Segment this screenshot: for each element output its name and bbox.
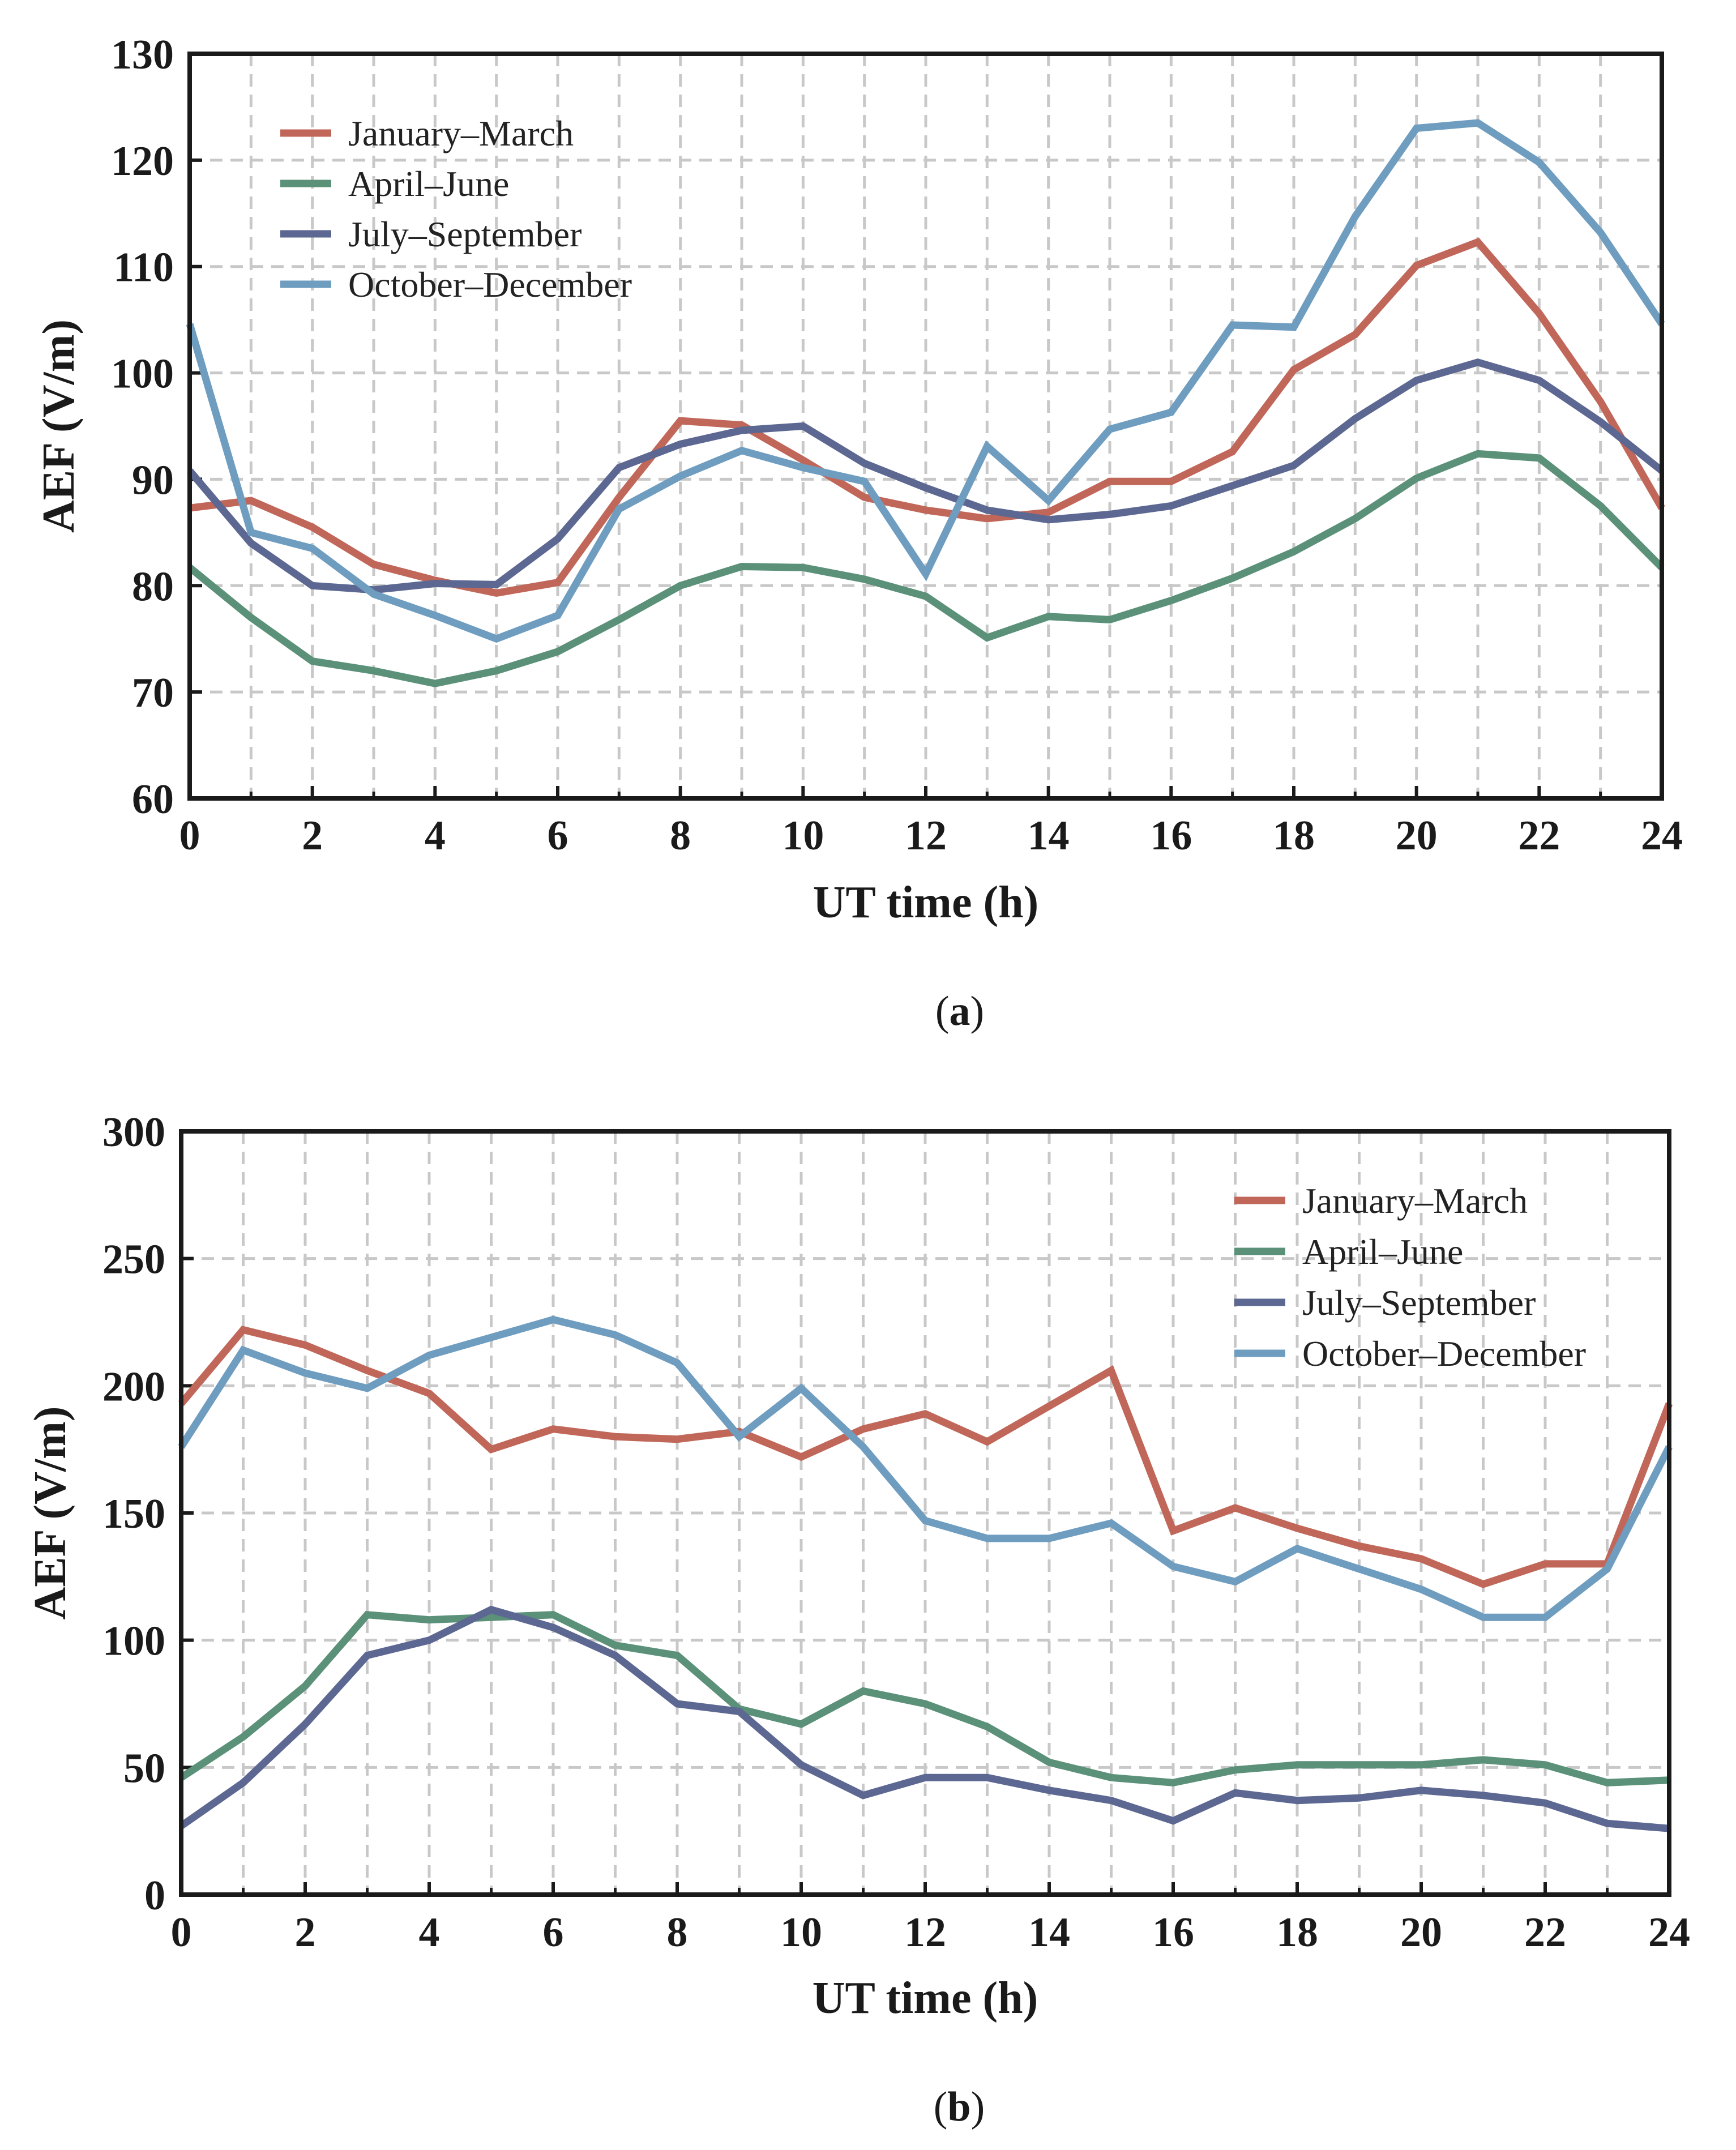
chart-a-caption-label: a	[950, 988, 970, 1035]
chart-b-xtick-label: 12	[904, 1909, 946, 1956]
chart-b-series-group	[178, 1315, 1673, 1832]
chart-b-ytick-label: 250	[102, 1237, 165, 1283]
chart-b-y-axis-title: AEF (V/m)	[25, 1407, 75, 1620]
chart-a-xtick-label: 22	[1518, 813, 1560, 859]
chart-a-axes-frame	[187, 52, 1664, 801]
chart-a-caption-close: )	[970, 988, 985, 1035]
chart-a-xtick-label: 2	[302, 813, 323, 859]
chart-b-xtick-label: 18	[1276, 1909, 1318, 1956]
chart-a-xtick-label: 16	[1150, 813, 1192, 859]
chart-a-series-line-3	[187, 358, 1665, 594]
chart-b-xtick-label: 4	[419, 1909, 440, 1956]
chart-b-xtick-label: 22	[1524, 1909, 1566, 1956]
chart-a-xtick-label: 10	[782, 813, 824, 859]
chart-b-xtick-label: 24	[1648, 1909, 1690, 1956]
chart-b-xtick-label: 2	[295, 1909, 316, 1956]
chart-b-xtick-label: 10	[780, 1909, 822, 1956]
chart-b-xtick-label: 0	[171, 1909, 192, 1956]
chart-a-xtick-label: 4	[425, 813, 446, 859]
chart-a-svg: 0 2 4 6 8 10 12 14 16 18 20 22 246070809010011012013…	[34, 32, 1683, 1035]
chart-b-xtick-label: 14	[1028, 1909, 1070, 1956]
chart-a-legend-label-2: April–June	[348, 164, 509, 204]
chart-a-ytick-label: 130	[111, 32, 174, 78]
chart-b-caption-close: )	[971, 2084, 985, 2130]
chart-a-xtick-label: 8	[670, 813, 691, 859]
chart-a-x-axis-title: UT time (h)	[813, 878, 1038, 927]
chart-b-caption: (b)	[934, 2084, 985, 2130]
chart-b-series-line-2	[179, 1610, 1670, 1786]
chart-a-series-line-2	[187, 450, 1665, 687]
chart-a-ytick-label: 70	[132, 670, 174, 716]
chart-b-ytick-label: 50	[123, 1745, 165, 1792]
chart-b-legend: January–March April–June July–September Oct…	[1234, 1181, 1586, 1374]
chart-a-legend-label-4: October–December	[348, 264, 632, 305]
chart-b-caption-label: b	[947, 2084, 970, 2130]
chart-b-ytick-label: 0	[144, 1873, 165, 1919]
chart-b-ytick-label: 150	[102, 1491, 165, 1537]
chart-b-legend-label-3: July–September	[1302, 1283, 1536, 1323]
chart-a-xtick-label: 12	[905, 813, 947, 859]
chart-a-series-line-4	[186, 119, 1665, 643]
chart-a-legend: January–March April–June July–September Oct…	[280, 113, 632, 305]
chart-a-xtick-label: 0	[179, 813, 200, 859]
chart-b-ytick-label: 100	[102, 1618, 165, 1665]
chart-a-caption-open: (	[935, 988, 950, 1035]
chart-a-ytick-label: 90	[132, 457, 174, 503]
chart-a-ytick-label: 110	[113, 245, 174, 291]
chart-b-series-line-4	[178, 1315, 1673, 1621]
chart-panel-b: 0 2 4 6 8 10 12 14 16 18 20 22 24 0 50 100 150 200 250 300 U…	[0, 1065, 1736, 2150]
chart-a-ytick-label: 60	[132, 776, 174, 823]
chart-a-xtick-label: 14	[1028, 813, 1070, 859]
chart-b-legend-label-4: October–December	[1302, 1333, 1586, 1374]
chart-a-legend-label-3: July–September	[348, 214, 581, 254]
chart-a-y-axis-title: AEF (V/m)	[34, 319, 84, 533]
chart-b-ytick-label: 300	[102, 1109, 165, 1156]
chart-panel-a: 0 2 4 6 8 10 12 14 16 18 20 22 24 60 70 80 90 100 110 120 13…	[0, 0, 1736, 1065]
chart-a-caption: (a)	[935, 988, 984, 1035]
chart-b-series-line-1	[178, 1326, 1673, 1588]
chart-b-x-axis-title: UT time (h)	[813, 1973, 1038, 2023]
chart-b-series-line-3	[179, 1605, 1670, 1832]
chart-b-caption-open: (	[934, 2084, 948, 2130]
chart-b-xtick-label: 20	[1400, 1909, 1442, 1956]
chart-a-xtick-label: 24	[1641, 813, 1683, 859]
chart-a-legend-label-1: January–March	[348, 113, 574, 153]
chart-b-ytick-label: 200	[102, 1363, 165, 1410]
chart-a-xtick-label: 18	[1273, 813, 1315, 859]
chart-a-ytick-label: 80	[132, 563, 174, 610]
chart-a-xtick-label: 20	[1396, 813, 1438, 859]
chart-b-xtick-label: 8	[667, 1909, 688, 1956]
chart-b-axes-frame	[179, 1129, 1671, 1897]
chart-a-ytick-label: 120	[111, 138, 174, 185]
chart-a-series-group	[186, 119, 1665, 687]
chart-b-xtick-label: 16	[1152, 1909, 1194, 1956]
chart-b-xtick-label: 6	[543, 1909, 564, 1956]
chart-b-svg: 0 2 4 6 8 10 12 14 16 18 20 22 24050100150200250300U…	[25, 1109, 1690, 2130]
chart-b-legend-label-2: April–June	[1302, 1232, 1463, 1272]
chart-b-legend-label-1: January–March	[1302, 1181, 1528, 1221]
chart-a-ytick-label: 100	[111, 351, 174, 397]
chart-a-xtick-label: 6	[548, 813, 568, 859]
